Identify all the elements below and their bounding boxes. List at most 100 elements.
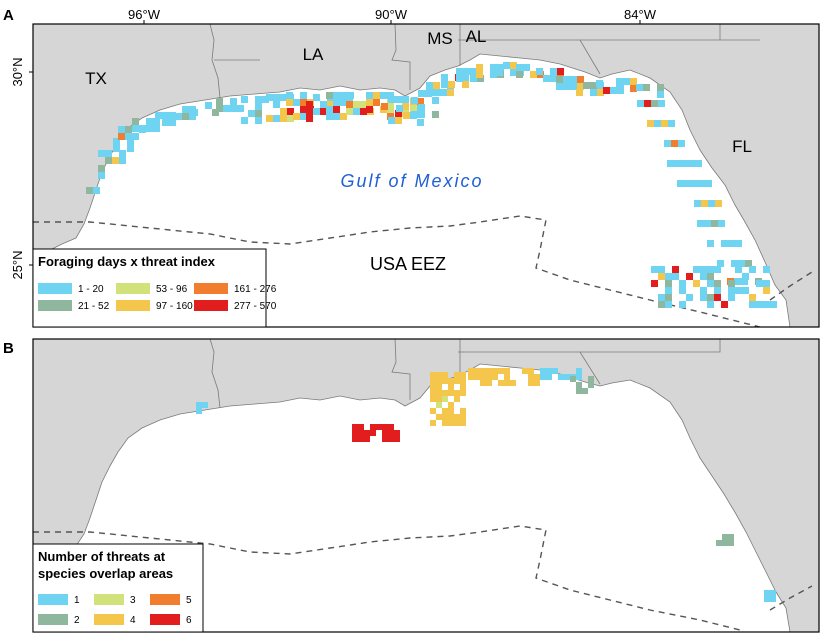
- cell-b: [770, 596, 776, 602]
- cell-a: [373, 92, 380, 99]
- cell-a: [402, 103, 409, 110]
- cell-a: [700, 266, 707, 273]
- cell-a: [426, 89, 433, 96]
- panel-a-label: A: [3, 7, 14, 24]
- cell-a: [212, 109, 219, 116]
- cell-b: [202, 402, 208, 408]
- cell-a: [326, 113, 333, 120]
- cell-a: [395, 117, 402, 124]
- cell-a: [497, 64, 504, 71]
- cell-b: [540, 374, 546, 380]
- cell-b: [576, 374, 582, 380]
- legend-b-swatch-0: [38, 594, 68, 605]
- cell-a: [326, 106, 333, 113]
- cell-b: [460, 372, 466, 378]
- cell-a: [701, 200, 708, 207]
- cell-a: [395, 96, 402, 103]
- cell-b: [436, 378, 442, 384]
- lat-tick-25n: 25°N: [10, 250, 25, 279]
- cell-a: [658, 301, 665, 308]
- cell-a: [728, 240, 735, 247]
- cell-a: [255, 117, 262, 124]
- cell-a: [695, 160, 702, 167]
- lon-tick-96w: 96°W: [128, 7, 161, 22]
- cell-a: [280, 115, 287, 122]
- cell-a: [610, 87, 617, 94]
- cell-a: [280, 94, 287, 101]
- cell-a: [550, 68, 557, 75]
- cell-b: [468, 368, 474, 374]
- cell-a: [360, 101, 367, 108]
- legend-b-swatch-5: [150, 614, 180, 625]
- cell-a: [654, 120, 661, 127]
- legend-a-label-5: 277 - 570: [234, 301, 277, 312]
- cell-a: [738, 260, 745, 267]
- cell-a: [273, 115, 280, 122]
- cell-a: [763, 301, 770, 308]
- cell-a: [153, 125, 160, 132]
- cell-b: [474, 374, 480, 380]
- cell-b: [588, 376, 594, 382]
- cell-a: [360, 108, 367, 115]
- cell-a: [175, 113, 182, 120]
- cell-a: [661, 120, 668, 127]
- cell-a: [396, 105, 403, 112]
- legend-b-swatch-4: [150, 594, 180, 605]
- cell-b: [430, 378, 436, 384]
- cell-a: [205, 102, 212, 109]
- cell-a: [189, 113, 196, 120]
- cell-a: [441, 74, 448, 81]
- lat-tick-30n: 30°N: [10, 57, 25, 86]
- cell-a: [98, 150, 105, 157]
- cell-a: [313, 108, 320, 115]
- cell-b: [576, 368, 582, 374]
- cell-a: [693, 280, 700, 287]
- cell-a: [657, 84, 664, 91]
- cell-a: [707, 240, 714, 247]
- cell-a: [280, 108, 287, 115]
- cell-a: [340, 113, 347, 120]
- cell-a: [432, 97, 439, 104]
- cell-b: [576, 388, 582, 394]
- cell-a: [700, 273, 707, 280]
- cell-a: [125, 126, 132, 133]
- cell-b: [454, 372, 460, 378]
- cell-a: [693, 266, 700, 273]
- cell-b: [382, 436, 388, 442]
- cell-a: [155, 112, 162, 119]
- cell-b: [382, 430, 388, 436]
- cell-a: [476, 71, 483, 78]
- cell-b: [394, 430, 400, 436]
- cell-a: [590, 82, 597, 89]
- legend-b-title-line2: species overlap areas: [38, 566, 173, 581]
- cell-a: [113, 145, 120, 152]
- cell-b: [448, 390, 454, 396]
- cell-b: [430, 396, 436, 402]
- cell-a: [462, 74, 469, 81]
- cell-a: [636, 84, 643, 91]
- cell-a: [333, 92, 340, 99]
- cell-a: [742, 273, 749, 280]
- cell-a: [456, 75, 463, 82]
- cell-a: [462, 81, 469, 88]
- cell-a: [576, 89, 583, 96]
- cell-a: [387, 106, 394, 113]
- cell-a: [433, 82, 440, 89]
- cell-a: [477, 75, 484, 82]
- cell-a: [381, 103, 388, 110]
- cell-b: [504, 368, 510, 374]
- legend-a-label-0: 1 - 20: [78, 284, 104, 295]
- cell-a: [327, 101, 334, 108]
- cell-b: [442, 420, 448, 426]
- cell-a: [741, 278, 748, 285]
- cell-b: [474, 368, 480, 374]
- cell-b: [370, 430, 376, 436]
- cell-a: [191, 109, 198, 116]
- cell-a: [388, 117, 395, 124]
- cell-a: [570, 76, 577, 83]
- cell-b: [370, 424, 376, 430]
- cell-b: [448, 384, 454, 390]
- cell-b: [430, 420, 436, 426]
- cell-b: [480, 380, 486, 386]
- cell-b: [364, 436, 370, 442]
